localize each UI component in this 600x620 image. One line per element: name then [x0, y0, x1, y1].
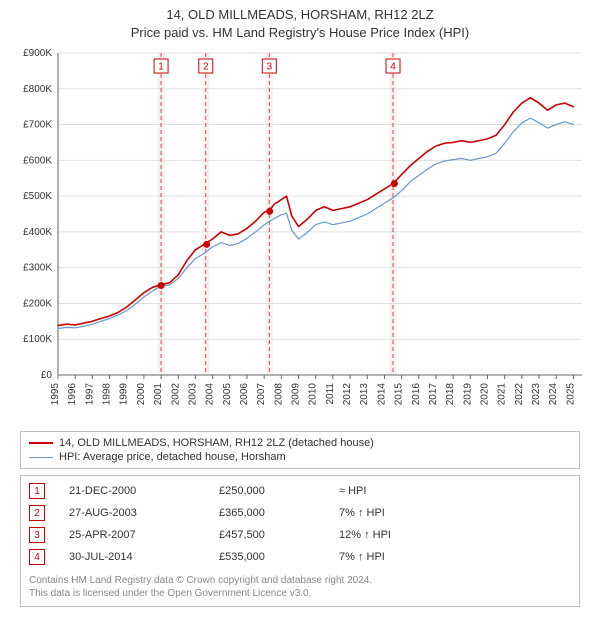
- sale-row: 4 30-JUL-2014£535,0007% ↑ HPI: [29, 546, 571, 568]
- sale-price: £457,500: [219, 529, 339, 541]
- svg-text:£600K: £600K: [23, 155, 52, 166]
- svg-text:2020: 2020: [480, 383, 491, 406]
- sale-date: 25-APR-2007: [69, 529, 219, 541]
- svg-text:2013: 2013: [359, 383, 370, 406]
- svg-text:£700K: £700K: [23, 120, 52, 131]
- title-line-1: 14, OLD MILLMEADS, HORSHAM, RH12 2LZ: [10, 6, 590, 24]
- sale-badge: 3: [29, 527, 45, 543]
- sale-row: 2 27-AUG-2003£365,0007% ↑ HPI: [29, 502, 571, 524]
- legend-item: HPI: Average price, detached house, Hors…: [29, 450, 571, 464]
- attribution: Contains HM Land Registry data © Crown c…: [29, 574, 571, 600]
- svg-text:2009: 2009: [291, 383, 302, 406]
- sale-hpi: 12% ↑ HPI: [339, 529, 571, 541]
- svg-text:2018: 2018: [445, 383, 456, 406]
- svg-text:2: 2: [203, 62, 209, 73]
- svg-text:2025: 2025: [565, 383, 576, 406]
- svg-text:2003: 2003: [187, 383, 198, 406]
- sale-row: 3 25-APR-2007£457,50012% ↑ HPI: [29, 524, 571, 546]
- svg-text:2024: 2024: [548, 383, 559, 406]
- svg-text:2002: 2002: [170, 383, 181, 406]
- sale-price: £365,000: [219, 507, 339, 519]
- attribution-line-2: This data is licensed under the Open Gov…: [29, 587, 571, 600]
- svg-text:3: 3: [267, 62, 273, 73]
- sale-date: 27-AUG-2003: [69, 507, 219, 519]
- svg-text:2010: 2010: [308, 383, 319, 406]
- svg-text:2022: 2022: [514, 383, 525, 406]
- svg-text:4: 4: [390, 62, 396, 73]
- svg-text:2019: 2019: [462, 383, 473, 406]
- sale-price: £535,000: [219, 551, 339, 563]
- sale-badge: 2: [29, 505, 45, 521]
- svg-text:£100K: £100K: [23, 334, 52, 345]
- chart-svg: £0 £100K £200K £300K £400K £500K £600K £700K £80…: [10, 45, 590, 425]
- svg-text:2015: 2015: [394, 383, 405, 406]
- sale-row: 1 21-DEC-2000£250,000≈ HPI: [29, 480, 571, 502]
- svg-text:1995: 1995: [50, 383, 61, 406]
- sale-price: £250,000: [219, 485, 339, 497]
- attribution-line-1: Contains HM Land Registry data © Crown c…: [29, 574, 571, 587]
- title-line-2: Price paid vs. HM Land Registry's House …: [10, 24, 590, 42]
- svg-text:2004: 2004: [205, 383, 216, 406]
- legend-swatch: [29, 442, 53, 444]
- chart-title: 14, OLD MILLMEADS, HORSHAM, RH12 2LZ Pri…: [10, 6, 590, 41]
- svg-text:£400K: £400K: [23, 227, 52, 238]
- svg-text:£800K: £800K: [23, 84, 52, 95]
- svg-text:1997: 1997: [84, 383, 95, 406]
- svg-text:£300K: £300K: [23, 263, 52, 274]
- svg-text:2007: 2007: [256, 383, 267, 406]
- svg-text:2012: 2012: [342, 383, 353, 406]
- svg-text:£500K: £500K: [23, 191, 52, 202]
- legend: 14, OLD MILLMEADS, HORSHAM, RH12 2LZ (de…: [20, 431, 580, 469]
- sale-hpi: 7% ↑ HPI: [339, 507, 571, 519]
- legend-item: 14, OLD MILLMEADS, HORSHAM, RH12 2LZ (de…: [29, 436, 571, 450]
- legend-label: HPI: Average price, detached house, Hors…: [59, 451, 286, 463]
- svg-text:2008: 2008: [273, 383, 284, 406]
- svg-text:1998: 1998: [102, 383, 113, 406]
- svg-text:2001: 2001: [153, 383, 164, 406]
- legend-swatch: [29, 457, 53, 458]
- svg-text:£200K: £200K: [23, 299, 52, 310]
- svg-text:2000: 2000: [136, 383, 147, 406]
- svg-text:£0: £0: [41, 370, 53, 381]
- sale-hpi: ≈ HPI: [339, 485, 571, 497]
- legend-label: 14, OLD MILLMEADS, HORSHAM, RH12 2LZ (de…: [59, 437, 374, 449]
- sales-table: 1 21-DEC-2000£250,000≈ HPI 2 27-AUG-2003£36…: [20, 475, 580, 607]
- sale-date: 21-DEC-2000: [69, 485, 219, 497]
- svg-text:2005: 2005: [222, 383, 233, 406]
- svg-text:2016: 2016: [411, 383, 422, 406]
- sale-date: 30-JUL-2014: [69, 551, 219, 563]
- svg-text:1996: 1996: [67, 383, 78, 406]
- svg-text:2011: 2011: [325, 383, 336, 405]
- svg-text:2023: 2023: [531, 383, 542, 406]
- sale-badge: 1: [29, 483, 45, 499]
- svg-text:2017: 2017: [428, 383, 439, 406]
- sale-hpi: 7% ↑ HPI: [339, 551, 571, 563]
- page: 14, OLD MILLMEADS, HORSHAM, RH12 2LZ Pri…: [0, 0, 600, 620]
- svg-text:£900K: £900K: [23, 48, 52, 59]
- svg-text:2021: 2021: [497, 383, 508, 406]
- chart: £0 £100K £200K £300K £400K £500K £600K £700K £80…: [10, 45, 590, 425]
- svg-text:1999: 1999: [119, 383, 130, 406]
- svg-text:2014: 2014: [376, 383, 387, 406]
- svg-text:1: 1: [158, 62, 164, 73]
- svg-text:2006: 2006: [239, 383, 250, 406]
- sale-badge: 4: [29, 549, 45, 565]
